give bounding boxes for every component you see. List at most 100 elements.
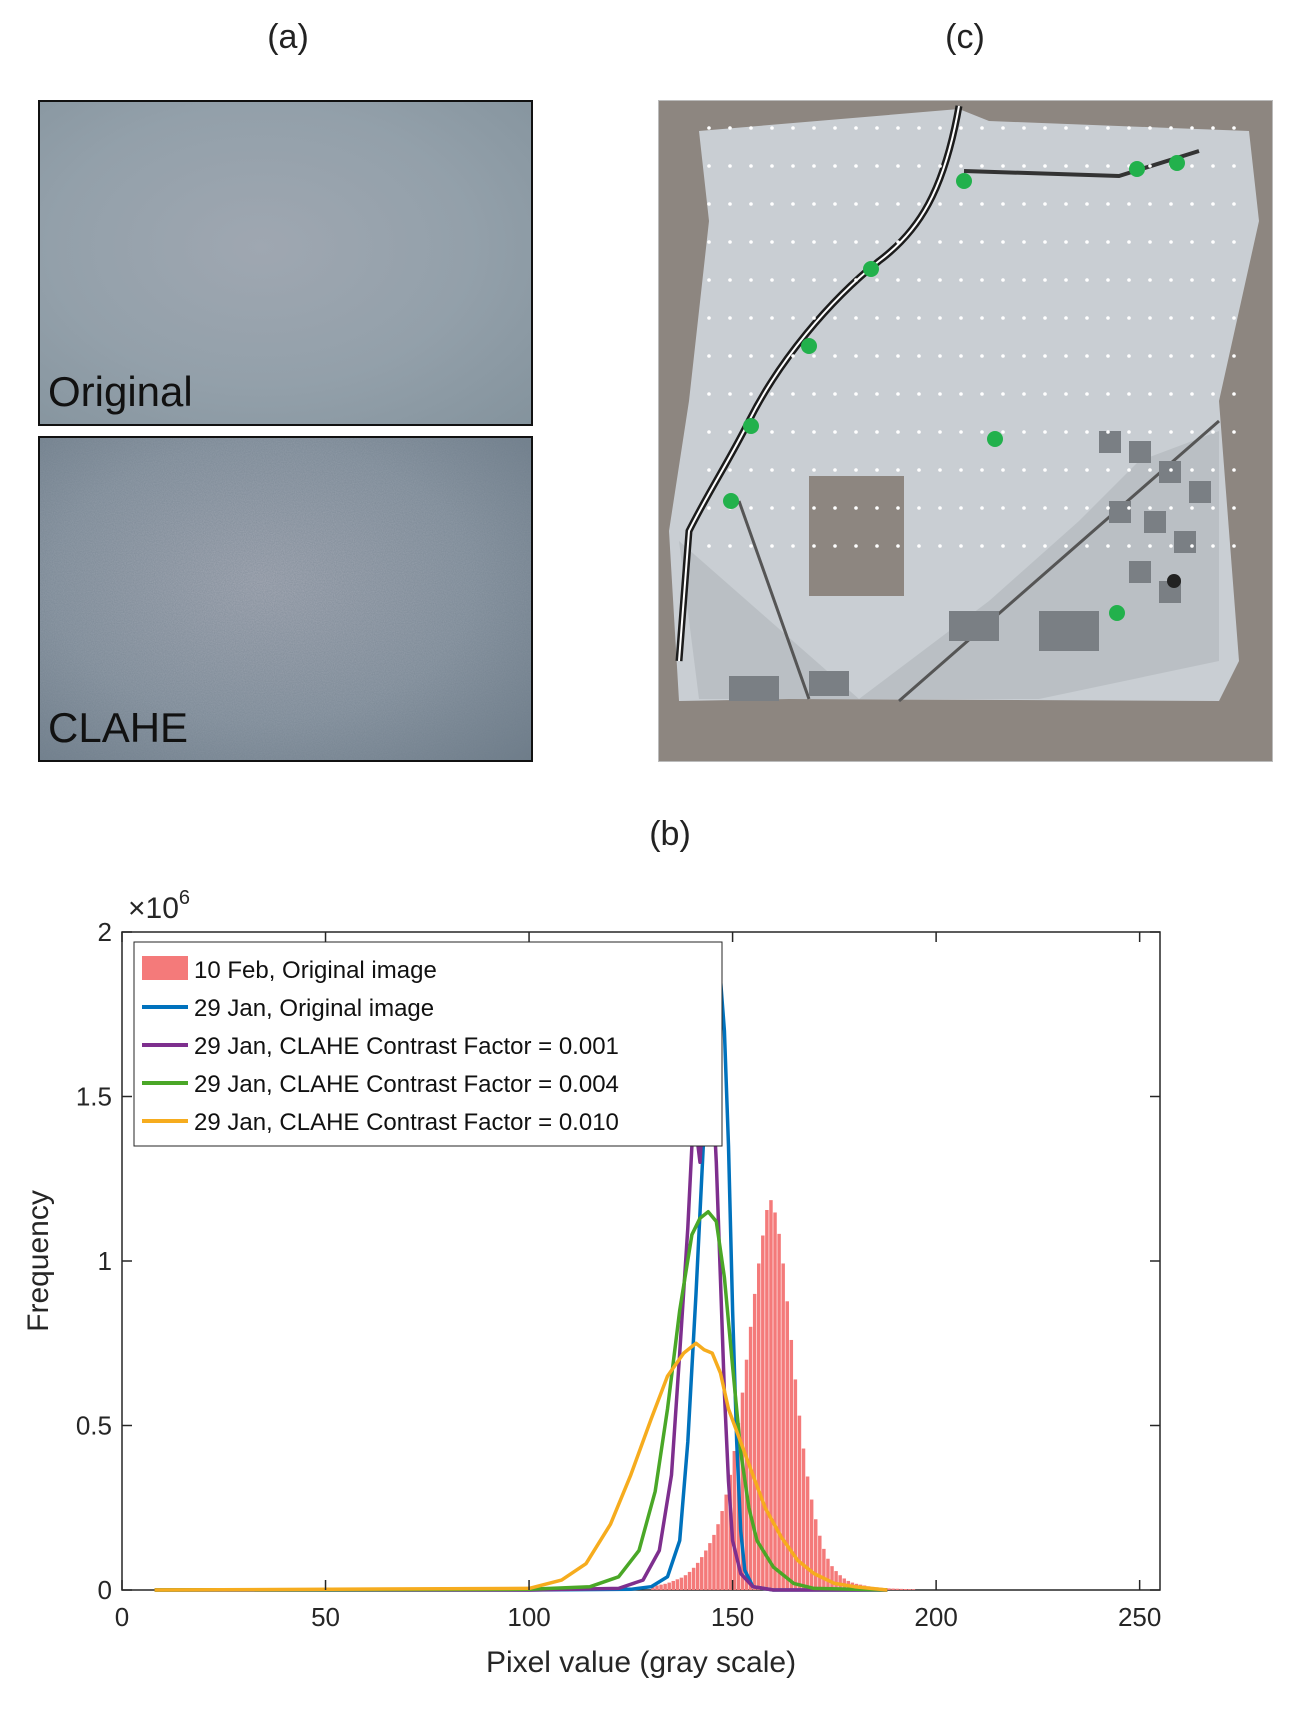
survey-point bbox=[833, 354, 837, 358]
survey-point bbox=[1022, 544, 1026, 548]
survey-point bbox=[1106, 240, 1110, 244]
survey-point bbox=[1043, 164, 1047, 168]
survey-point bbox=[1001, 316, 1005, 320]
survey-point bbox=[1169, 316, 1173, 320]
legend-label: 29 Jan, CLAHE Contrast Factor = 0.010 bbox=[194, 1109, 619, 1136]
survey-point bbox=[1106, 430, 1110, 434]
survey-point bbox=[854, 202, 858, 206]
survey-point bbox=[854, 278, 858, 282]
survey-point bbox=[875, 506, 879, 510]
histogram-bar bbox=[687, 1571, 692, 1590]
survey-point bbox=[896, 544, 900, 548]
survey-point bbox=[917, 354, 921, 358]
survey-point bbox=[770, 278, 774, 282]
survey-point bbox=[1106, 164, 1110, 168]
survey-point bbox=[749, 392, 753, 396]
survey-point bbox=[728, 544, 732, 548]
survey-point bbox=[1106, 126, 1110, 130]
survey-point bbox=[1232, 126, 1236, 130]
survey-point bbox=[1022, 164, 1026, 168]
survey-point bbox=[1001, 278, 1005, 282]
survey-point bbox=[1106, 544, 1110, 548]
survey-point bbox=[1127, 278, 1131, 282]
survey-point bbox=[833, 202, 837, 206]
survey-point bbox=[1211, 544, 1215, 548]
panel-a-label: (a) bbox=[267, 18, 309, 56]
survey-point bbox=[1043, 316, 1047, 320]
survey-point bbox=[1232, 506, 1236, 510]
survey-point bbox=[749, 202, 753, 206]
survey-point bbox=[770, 240, 774, 244]
y-tick-label: 1.5 bbox=[76, 1082, 112, 1112]
survey-point bbox=[1148, 126, 1152, 130]
survey-point bbox=[728, 278, 732, 282]
survey-point bbox=[791, 392, 795, 396]
survey-point bbox=[1211, 468, 1215, 472]
survey-point bbox=[959, 240, 963, 244]
gcp-markers bbox=[723, 155, 1185, 621]
survey-point bbox=[791, 316, 795, 320]
survey-point bbox=[770, 430, 774, 434]
survey-point bbox=[980, 544, 984, 548]
survey-point bbox=[707, 240, 711, 244]
survey-point bbox=[896, 506, 900, 510]
y-tick-label: 0.5 bbox=[76, 1411, 112, 1441]
survey-point bbox=[770, 164, 774, 168]
survey-point bbox=[770, 202, 774, 206]
survey-point bbox=[833, 164, 837, 168]
survey-point bbox=[875, 468, 879, 472]
survey-point bbox=[1085, 506, 1089, 510]
survey-point bbox=[917, 164, 921, 168]
survey-point bbox=[980, 392, 984, 396]
x-tick-label: 150 bbox=[711, 1602, 754, 1632]
survey-point bbox=[959, 278, 963, 282]
survey-point bbox=[1022, 468, 1026, 472]
survey-point bbox=[896, 468, 900, 472]
survey-point bbox=[1001, 392, 1005, 396]
survey-point bbox=[833, 126, 837, 130]
survey-point bbox=[791, 278, 795, 282]
survey-point bbox=[1022, 240, 1026, 244]
survey-point bbox=[1001, 544, 1005, 548]
histogram-bar bbox=[679, 1577, 684, 1590]
survey-point bbox=[1127, 202, 1131, 206]
survey-point bbox=[1064, 126, 1068, 130]
survey-point bbox=[1064, 468, 1068, 472]
clahe-photo: CLAHE bbox=[38, 436, 533, 762]
survey-point bbox=[980, 468, 984, 472]
y-tick-label: 2 bbox=[98, 917, 112, 947]
histogram-bar bbox=[724, 1494, 728, 1590]
panel-c-label: (c) bbox=[945, 18, 985, 56]
survey-point bbox=[938, 392, 942, 396]
histogram-bar bbox=[748, 1326, 753, 1590]
legend-label: 29 Jan, Original image bbox=[194, 995, 434, 1022]
survey-point bbox=[1043, 392, 1047, 396]
survey-point bbox=[770, 316, 774, 320]
histogram-bar bbox=[822, 1548, 826, 1590]
series-line bbox=[154, 1341, 888, 1592]
clahe-caption: CLAHE bbox=[48, 704, 189, 751]
survey-point bbox=[812, 202, 816, 206]
survey-point bbox=[749, 506, 753, 510]
survey-point bbox=[875, 278, 879, 282]
histogram-bar bbox=[769, 1200, 773, 1590]
survey-point bbox=[1127, 430, 1131, 434]
survey-point bbox=[896, 316, 900, 320]
survey-point bbox=[728, 430, 732, 434]
survey-point bbox=[812, 126, 816, 130]
survey-point bbox=[1022, 430, 1026, 434]
survey-point bbox=[791, 240, 795, 244]
survey-point bbox=[1148, 316, 1152, 320]
histogram-bar bbox=[700, 1557, 704, 1590]
survey-point bbox=[1211, 126, 1215, 130]
survey-point bbox=[938, 544, 942, 548]
y-exponent-base: ×10 bbox=[128, 892, 179, 925]
panel-b-label: (b) bbox=[649, 815, 691, 853]
histogram-bar bbox=[809, 1499, 814, 1590]
survey-point bbox=[1127, 126, 1131, 130]
legend: 10 Feb, Original image 29 Jan, Original i… bbox=[133, 941, 723, 1147]
survey-point bbox=[1211, 430, 1215, 434]
survey-point bbox=[1190, 506, 1194, 510]
survey-point bbox=[1169, 544, 1173, 548]
survey-point bbox=[833, 278, 837, 282]
